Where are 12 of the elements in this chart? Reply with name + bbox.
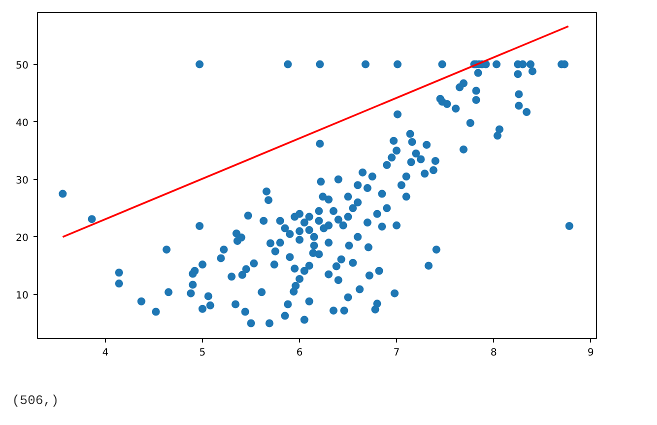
y-tick-label: 10 xyxy=(16,290,29,302)
x-tick-label: 8 xyxy=(490,348,497,358)
x-tick-label: 9 xyxy=(587,348,594,358)
y-tick-label: 50 xyxy=(16,60,29,72)
x-tick-label: 5 xyxy=(199,348,206,358)
text: (506,) xyxy=(12,392,59,410)
y-tick-label: 30 xyxy=(16,175,29,186)
y-tick-label: 20 xyxy=(16,232,29,244)
x-tick-label: 6 xyxy=(296,348,303,358)
x-tick-label: 7 xyxy=(393,348,400,358)
y-tick-label: 40 xyxy=(16,118,29,129)
x-tick-label: 4 xyxy=(102,348,109,358)
